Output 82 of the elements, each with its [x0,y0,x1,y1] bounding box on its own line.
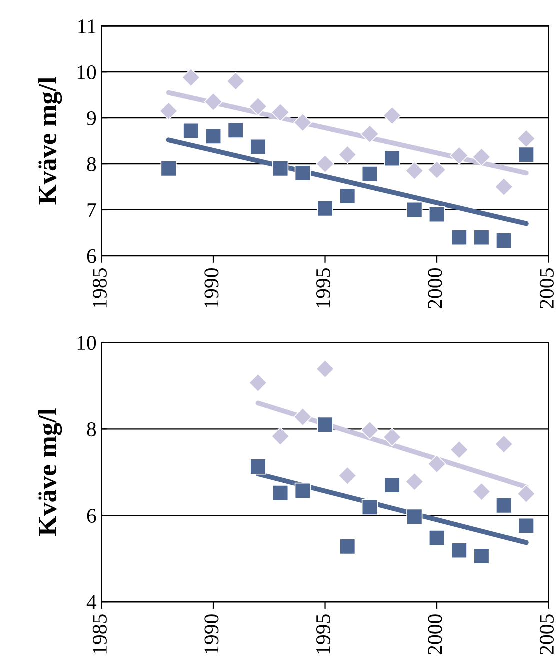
point [204,92,223,112]
point [183,122,200,139]
point [360,124,380,144]
point [294,113,312,132]
point [428,530,446,546]
point [248,374,268,392]
point [474,229,490,246]
y-tick-label: 10 [78,65,96,80]
y-axis-title: Kväve mg/l [38,77,62,205]
point [496,232,512,249]
point [271,427,290,446]
x-tick-label: 2000 [428,268,442,308]
x-tick-label: 2000 [428,614,442,655]
point [360,421,380,440]
point [316,360,335,378]
point [272,160,289,177]
point [496,498,512,514]
y-tick-label: 8 [87,422,96,437]
point [272,485,289,502]
y-tick-label: 11 [78,20,96,34]
y-tick-label: 6 [87,509,96,523]
point [317,200,334,217]
x-tick-label: 2005 [540,268,554,308]
point [383,106,402,126]
point [517,484,536,504]
point [405,162,424,180]
y-tick-label: 9 [87,111,96,126]
x-tick-label: 1995 [316,614,330,654]
y-axis-title: Kväve mg/l [38,408,62,536]
point [451,542,468,559]
point [338,466,357,486]
point [338,146,357,164]
point [248,97,268,116]
point [405,472,424,492]
point [383,428,402,447]
point [294,408,312,426]
point [518,146,534,163]
x-tick-label: 2005 [540,614,554,655]
point [494,178,514,196]
point [384,150,400,167]
point [228,122,244,139]
point [205,128,222,144]
point [406,202,423,218]
point [340,188,356,204]
point [406,508,423,525]
point [271,103,290,122]
point [494,435,514,454]
y-tick-label: 6 [87,249,96,264]
point [317,416,334,433]
point [517,129,536,148]
point [451,229,468,246]
x-tick-label: 1985 [92,614,107,654]
point [182,68,200,87]
point [340,538,356,555]
y-tick-label: 10 [78,336,96,350]
x-tick-label: 1985 [92,268,107,308]
point [450,146,469,165]
point [294,482,311,499]
point [472,482,491,502]
point [160,102,178,120]
y-tick-label: 8 [87,157,96,172]
point [472,148,491,166]
point [428,160,446,180]
y-tick-label: 4 [86,596,97,610]
point [294,165,311,182]
x-tick-label: 1995 [316,268,330,308]
point [250,458,266,475]
x-tick-label: 1990 [204,268,219,308]
point [160,160,177,177]
point [362,166,378,182]
point [428,454,446,474]
point [428,206,446,223]
point [316,154,335,174]
point [384,477,400,494]
point [450,440,469,460]
x-tick-label: 1990 [204,614,219,654]
point [518,518,534,534]
point [362,499,378,516]
point [226,72,246,91]
y-tick-label: 7 [88,204,96,218]
point [250,138,266,156]
point [474,548,490,564]
